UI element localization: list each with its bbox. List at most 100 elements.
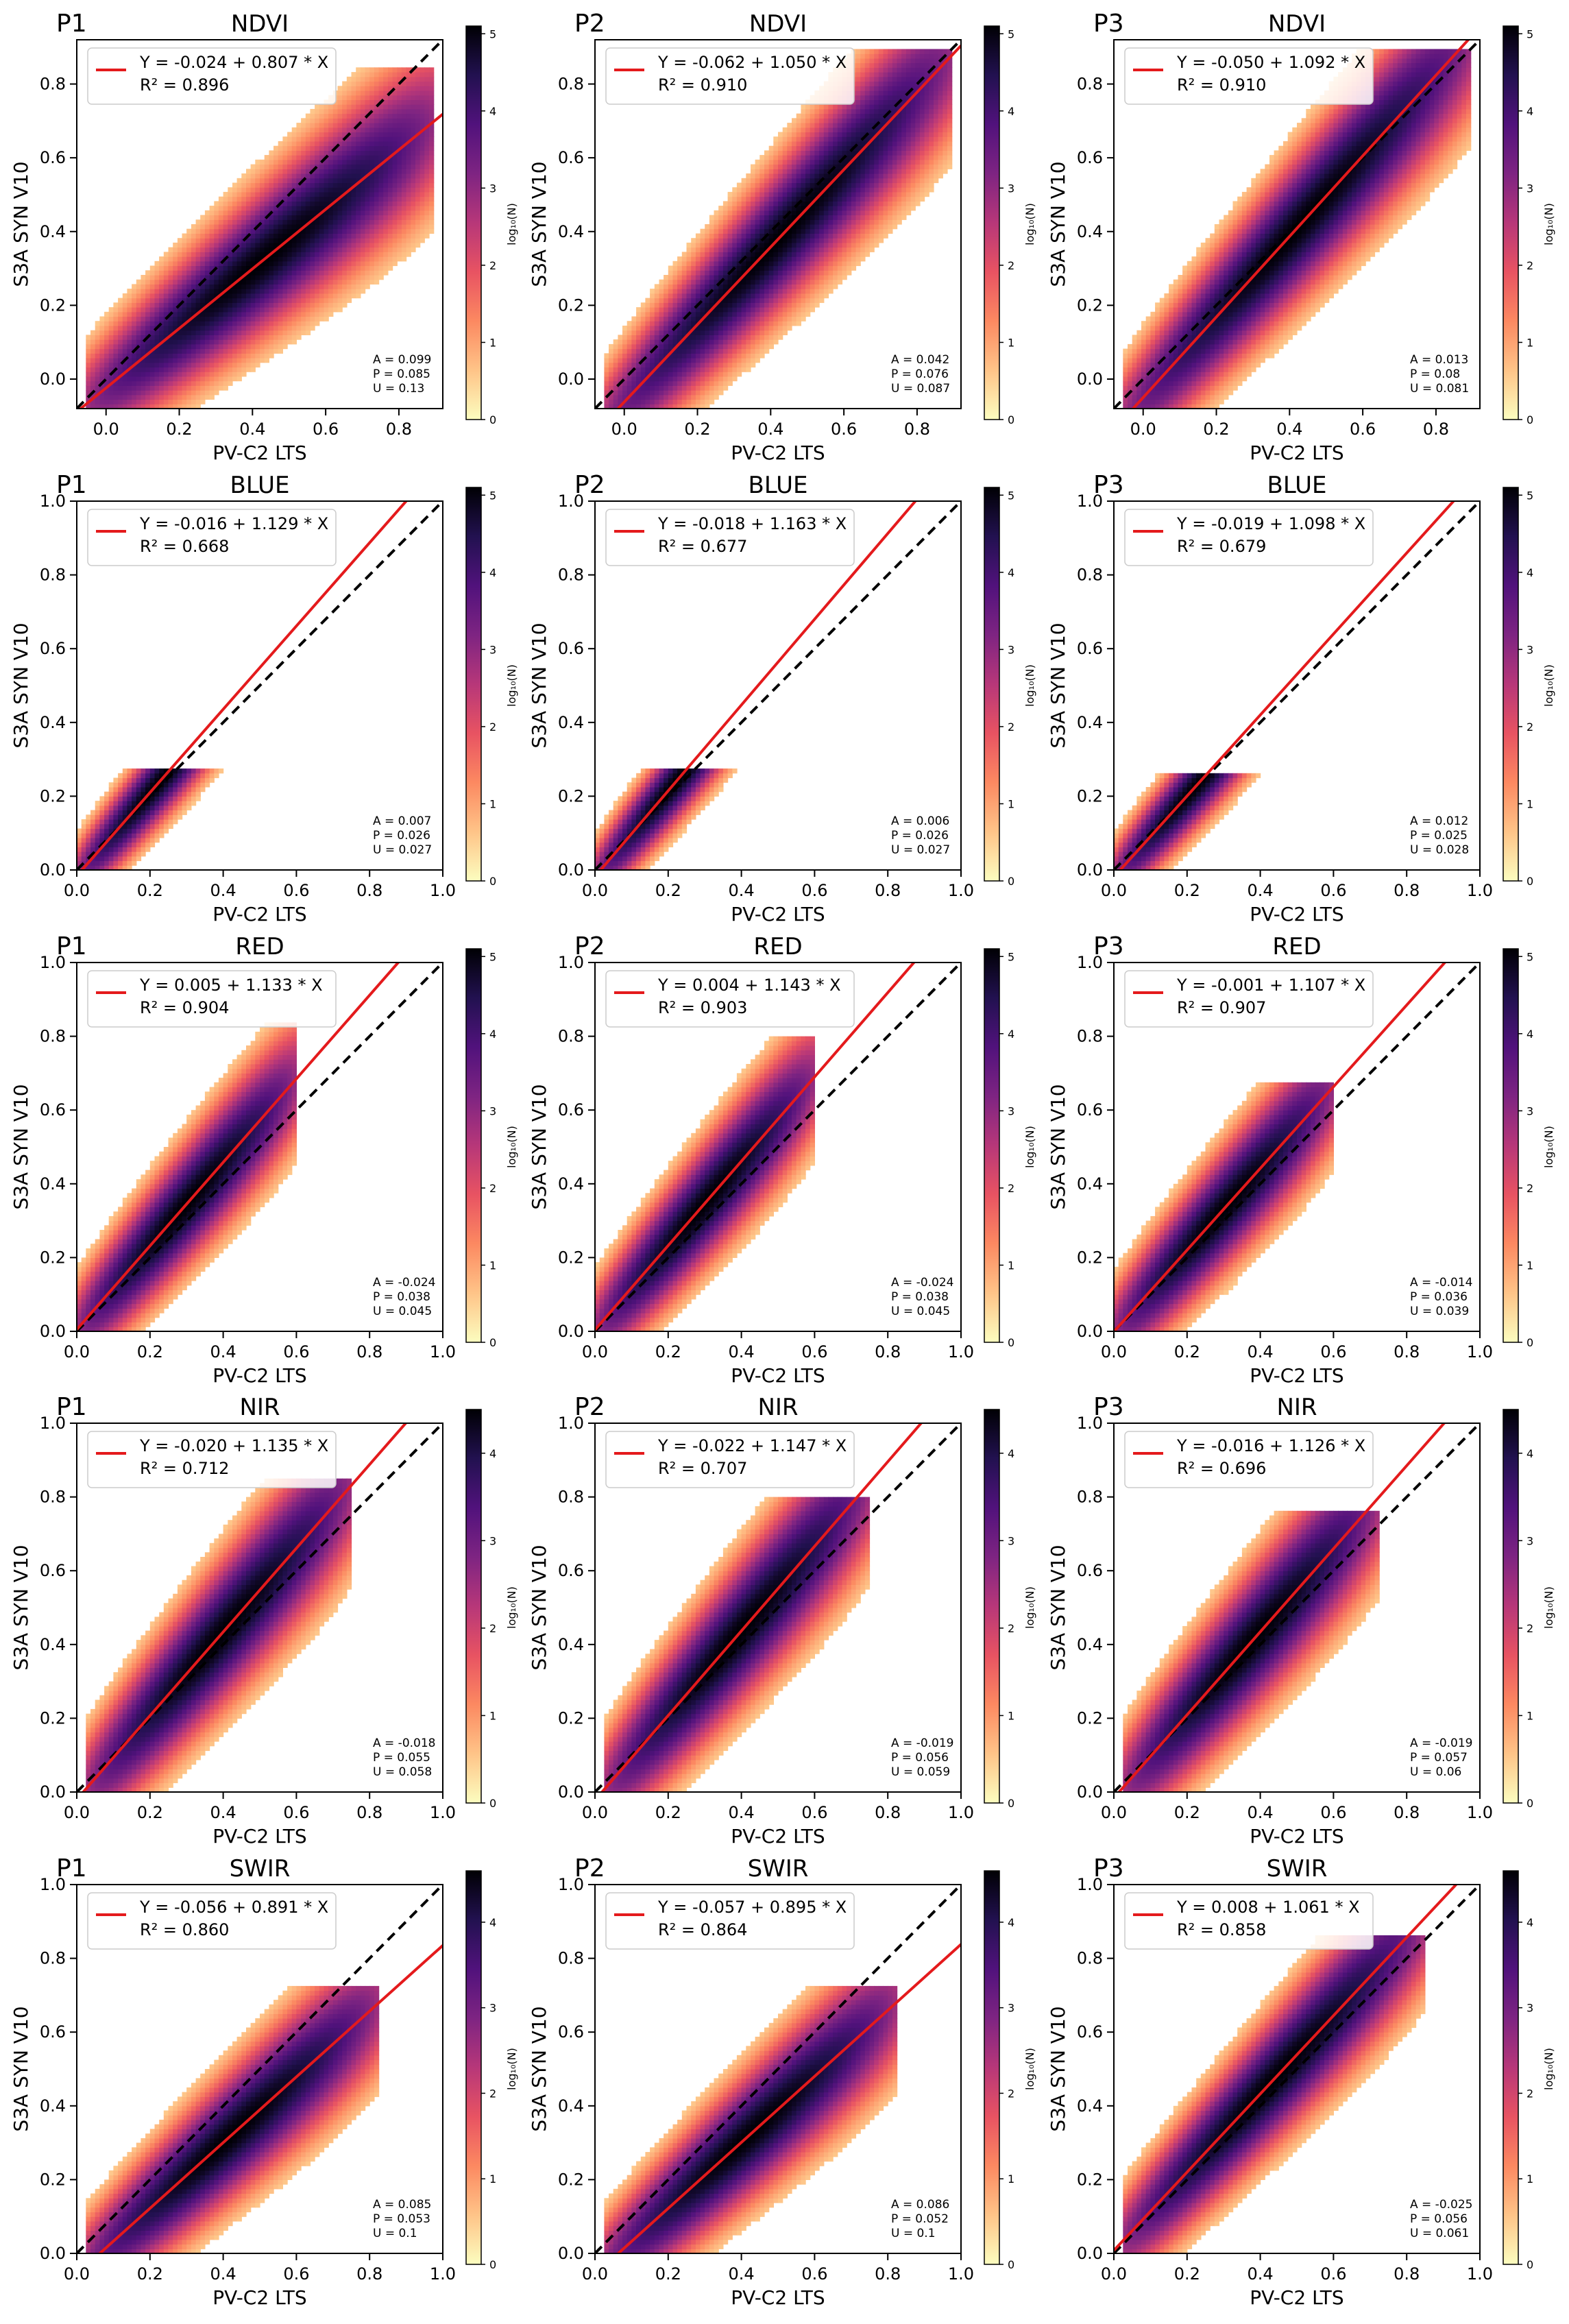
heatmap-cell (742, 284, 746, 289)
heatmap-cell (141, 326, 145, 330)
heatmap-cell (429, 82, 434, 86)
heatmap-cell (792, 247, 796, 252)
heatmap-cell (388, 160, 393, 165)
heatmap-cell (356, 77, 361, 82)
heatmap-cell (269, 256, 273, 261)
heatmap-cell (246, 215, 251, 220)
heatmap-cell (278, 256, 283, 261)
heatmap-cell (123, 349, 127, 354)
heatmap-cell (406, 95, 411, 100)
heatmap-cell (342, 146, 347, 151)
heatmap-cell (742, 353, 746, 358)
heatmap-cell (828, 132, 833, 137)
heatmap-cell (759, 312, 764, 317)
heatmap-cell (269, 219, 273, 224)
heatmap-cell (374, 206, 379, 210)
heatmap-cell (265, 266, 269, 271)
heatmap-cell (228, 206, 232, 210)
heatmap-cell (792, 187, 796, 192)
heatmap-cell (732, 256, 737, 261)
heatmap-cell (379, 86, 384, 90)
heatmap-cell (287, 219, 292, 224)
heatmap-cell (420, 104, 425, 109)
heatmap-cell (287, 280, 292, 285)
heatmap-cell (342, 280, 347, 285)
heatmap-cell (365, 136, 370, 141)
heatmap-cell (393, 261, 398, 266)
heatmap-cell (411, 201, 415, 206)
heatmap-cell (246, 363, 251, 367)
heatmap-cell (205, 293, 210, 298)
heatmap-cell (210, 321, 215, 326)
heatmap-cell (265, 187, 269, 192)
heatmap-cell (764, 178, 769, 183)
heatmap-cell (769, 178, 774, 183)
heatmap-cell (127, 307, 132, 312)
heatmap-cell (292, 206, 297, 210)
heatmap-cell (356, 160, 361, 165)
heatmap-cell (805, 183, 810, 188)
heatmap-cell (173, 344, 178, 349)
heatmap-cell (342, 256, 347, 261)
heatmap-cell (282, 266, 287, 271)
heatmap-cell (260, 197, 265, 202)
heatmap-cell (682, 261, 687, 266)
heatmap-cell (365, 229, 370, 234)
heatmap-cell (641, 317, 646, 322)
heatmap-cell (828, 270, 833, 275)
heatmap-cell (232, 321, 237, 326)
heatmap-cell (186, 395, 191, 400)
heatmap-cell (182, 385, 187, 390)
heatmap-cell (411, 178, 415, 183)
heatmap-cell (687, 367, 692, 372)
heatmap-cell (296, 261, 301, 266)
heatmap-cell (691, 289, 696, 293)
heatmap-cell (424, 155, 429, 160)
heatmap-cell (415, 123, 420, 128)
heatmap-cell (402, 256, 406, 261)
heatmap-cell (769, 302, 774, 307)
heatmap-cell (219, 201, 223, 206)
heatmap-cell (742, 215, 746, 220)
heatmap-cell (352, 197, 356, 202)
heatmap-cell (251, 275, 256, 280)
heatmap-cell (801, 243, 805, 247)
heatmap-cell (361, 201, 365, 206)
heatmap-cell (705, 372, 709, 376)
heatmap-cell (429, 136, 434, 141)
heatmap-cell (169, 349, 173, 354)
y-tick-label: 0.2 (40, 295, 66, 315)
heatmap-cell (402, 72, 406, 77)
heatmap-cell (383, 141, 388, 146)
heatmap-cell (792, 312, 796, 317)
heatmap-cell (778, 215, 783, 220)
heatmap-cell (260, 247, 265, 252)
heatmap-cell (90, 358, 95, 363)
heatmap-cell (424, 224, 429, 229)
heatmap-cell (315, 234, 319, 239)
heatmap-cell (255, 187, 260, 192)
heatmap-cell (200, 224, 205, 229)
heatmap-cell (342, 128, 347, 132)
heatmap-cell (819, 256, 824, 261)
heatmap-cell (173, 256, 178, 261)
heatmap-cell (732, 339, 737, 344)
heatmap-cell (273, 307, 278, 312)
heatmap-cell (118, 367, 123, 372)
heatmap-cell (701, 349, 705, 354)
heatmap-cell (287, 183, 292, 188)
heatmap-cell (787, 293, 792, 298)
heatmap-cell (365, 275, 370, 280)
heatmap-cell (796, 298, 801, 303)
heatmap-cell (627, 353, 632, 358)
heatmap-cell (406, 99, 411, 104)
heatmap-cell (737, 247, 742, 252)
heatmap-cell (145, 367, 150, 372)
heatmap-cell (214, 201, 219, 206)
heatmap-cell (150, 317, 155, 322)
heatmap-cell (718, 358, 723, 363)
heatmap-cell (178, 275, 182, 280)
heatmap-cell (769, 339, 774, 344)
heatmap-cell (301, 326, 306, 330)
heatmap-cell (659, 280, 664, 285)
